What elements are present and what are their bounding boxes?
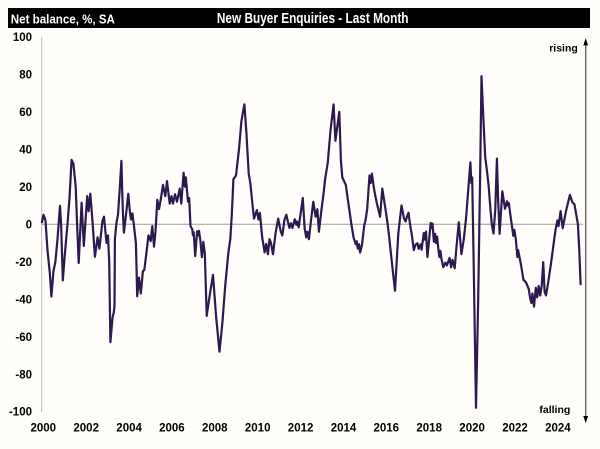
svg-text:2016: 2016: [374, 423, 400, 435]
svg-text:-100: -100: [9, 407, 32, 419]
svg-text:rising: rising: [549, 42, 578, 54]
svg-text:60: 60: [19, 107, 32, 119]
svg-text:2004: 2004: [116, 423, 142, 435]
svg-text:-60: -60: [15, 332, 32, 344]
svg-text:-80: -80: [15, 369, 32, 381]
svg-text:80: 80: [19, 70, 32, 82]
svg-text:100: 100: [13, 32, 32, 44]
svg-text:2012: 2012: [288, 423, 314, 435]
svg-text:2024: 2024: [545, 423, 571, 435]
svg-text:2014: 2014: [331, 423, 357, 435]
svg-text:2010: 2010: [245, 423, 271, 435]
svg-text:-40: -40: [15, 294, 32, 306]
svg-text:0: 0: [26, 219, 32, 231]
svg-text:2002: 2002: [73, 423, 99, 435]
svg-text:20: 20: [19, 182, 32, 194]
svg-text:2022: 2022: [502, 423, 528, 435]
svg-text:2006: 2006: [159, 423, 185, 435]
svg-text:falling: falling: [539, 404, 570, 416]
svg-text:40: 40: [19, 145, 32, 157]
svg-text:New Buyer Enquiries - Last Mon: New Buyer Enquiries - Last Month: [217, 10, 409, 26]
svg-text:Net balance, %, SA: Net balance, %, SA: [11, 12, 115, 27]
svg-text:-20: -20: [15, 257, 32, 269]
svg-text:2018: 2018: [416, 423, 442, 435]
svg-text:2020: 2020: [459, 423, 485, 435]
svg-text:2000: 2000: [31, 423, 57, 435]
svg-text:2008: 2008: [202, 423, 228, 435]
